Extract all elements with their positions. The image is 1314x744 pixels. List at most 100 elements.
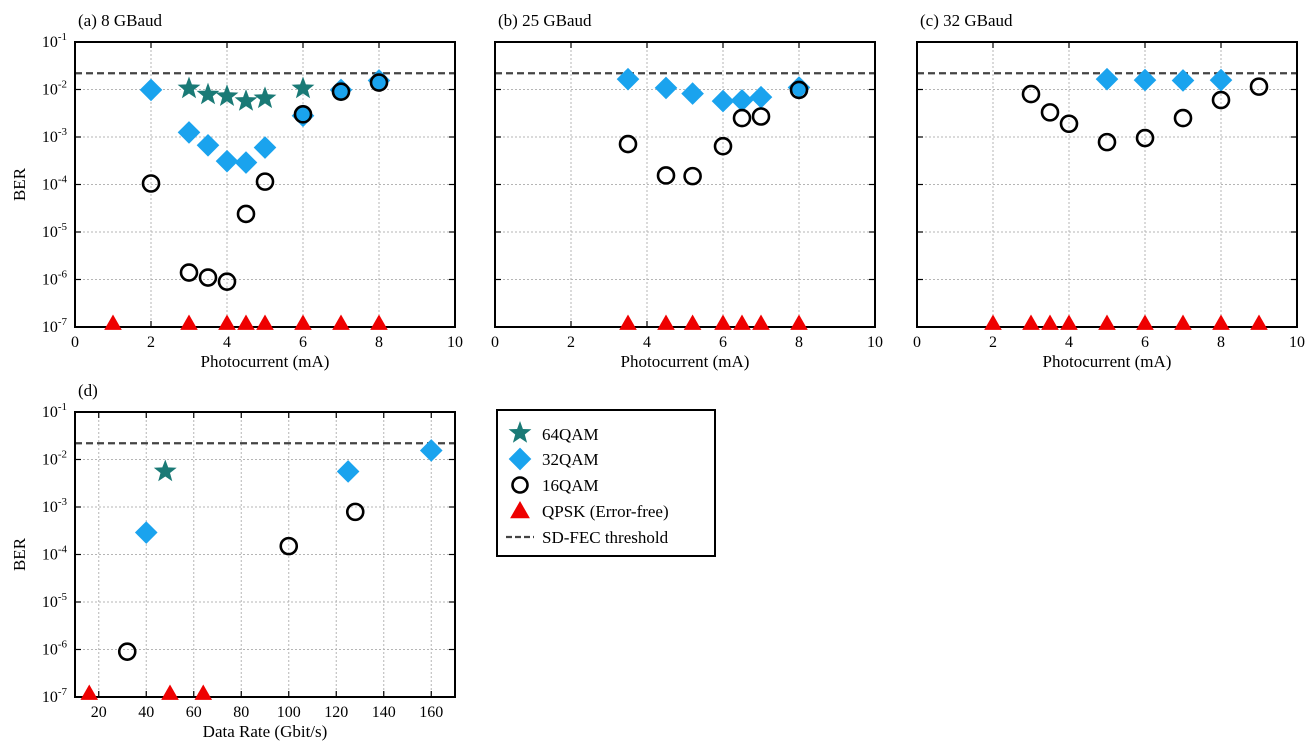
point-16qam bbox=[1135, 128, 1155, 148]
point-16qam bbox=[1249, 77, 1269, 96]
y-tick-label: 10-6 bbox=[42, 639, 68, 659]
point-16qam bbox=[1211, 90, 1231, 110]
point-16qam bbox=[1059, 114, 1079, 134]
point-qpsk bbox=[1041, 314, 1059, 330]
y-tick-label: 10-7 bbox=[42, 686, 68, 706]
y-tick-label: 10-5 bbox=[42, 221, 68, 241]
point-16qam bbox=[713, 136, 733, 156]
point-qpsk bbox=[180, 314, 198, 330]
point-16qam bbox=[198, 268, 218, 287]
y-tick-label: 10-1 bbox=[42, 401, 67, 421]
x-tick-label: 160 bbox=[419, 704, 443, 721]
point-qpsk bbox=[1022, 314, 1040, 330]
point-32qam bbox=[419, 439, 443, 462]
point-qpsk bbox=[1060, 314, 1078, 330]
point-64qam bbox=[234, 89, 258, 111]
x-tick-label: 4 bbox=[223, 334, 231, 351]
point-32qam bbox=[730, 89, 754, 112]
point-32qam bbox=[1133, 68, 1157, 92]
point-32qam bbox=[139, 78, 163, 102]
x-tick-label: 100 bbox=[277, 704, 301, 721]
x-tick-label: 2 bbox=[147, 334, 155, 351]
point-qpsk bbox=[619, 314, 637, 330]
x-tick-label: 4 bbox=[643, 334, 651, 351]
point-32qam bbox=[787, 76, 811, 99]
point-qpsk bbox=[332, 314, 350, 330]
series-qpsk-error-free bbox=[80, 684, 213, 700]
point-qpsk bbox=[218, 314, 236, 330]
x-tick-label: 8 bbox=[1217, 334, 1225, 351]
y-tick-label: 10-4 bbox=[42, 544, 68, 564]
point-32qam bbox=[336, 460, 360, 483]
x-tick-label: 0 bbox=[491, 334, 499, 351]
panel-3: 0 2 4 6 8 10 (c) 32 GBaud Photocurrent (mA) bbox=[913, 11, 1305, 371]
point-64qam bbox=[215, 84, 239, 106]
point-qpsk bbox=[984, 314, 1002, 330]
x-tick-label: 40 bbox=[138, 704, 154, 721]
point-16qam bbox=[217, 272, 237, 291]
point-32qam bbox=[654, 76, 678, 100]
series-qpsk-error-free bbox=[104, 314, 388, 330]
point-16qam bbox=[255, 172, 275, 191]
point-qpsk bbox=[657, 314, 675, 330]
plot-frame bbox=[74, 411, 456, 698]
x-tick-label: 60 bbox=[186, 704, 202, 721]
y-tick-label: 10-2 bbox=[42, 449, 67, 469]
point-qpsk bbox=[370, 314, 388, 330]
point-qpsk bbox=[256, 314, 274, 330]
legend-64qam-label: 64QAM bbox=[542, 425, 599, 444]
series-16qam bbox=[141, 73, 389, 291]
x-tick-label: 10 bbox=[447, 334, 463, 351]
x-tick-label: 0 bbox=[913, 334, 921, 351]
y-tick-label: 10-1 bbox=[42, 31, 67, 51]
point-32qam bbox=[1171, 69, 1195, 92]
point-16qam bbox=[369, 73, 389, 92]
x-tick-label: 6 bbox=[719, 334, 727, 351]
series-16qam bbox=[618, 80, 809, 186]
series-64qam bbox=[177, 76, 315, 111]
x-tick-label: 2 bbox=[567, 334, 575, 351]
point-16qam bbox=[179, 263, 199, 282]
y-tick-label: 10-7 bbox=[42, 316, 68, 336]
x-tick-label: 140 bbox=[372, 704, 396, 721]
panel-title: (c) 32 GBaud bbox=[920, 11, 1013, 30]
point-16qam bbox=[279, 536, 299, 556]
point-16qam bbox=[1040, 103, 1060, 122]
point-64qam bbox=[196, 82, 220, 105]
point-64qam bbox=[153, 459, 177, 482]
legend-16qam-marker bbox=[511, 476, 529, 494]
x-tick-label: 6 bbox=[1141, 334, 1149, 351]
y-axis-label: BER bbox=[10, 167, 29, 201]
series-qpsk-error-free bbox=[984, 314, 1268, 330]
point-64qam bbox=[177, 76, 201, 99]
point-32qam bbox=[711, 89, 735, 113]
point-64qam bbox=[253, 86, 277, 109]
point-qpsk bbox=[790, 314, 808, 330]
point-16qam bbox=[345, 502, 365, 522]
x-tick-label: 80 bbox=[233, 704, 249, 721]
y-tick-label: 10-2 bbox=[42, 79, 67, 99]
point-16qam bbox=[236, 204, 256, 224]
legend: 64QAM 32QAM 16QAM QPSK (Error-free) SD-F… bbox=[496, 409, 716, 557]
legend-qpsk-marker bbox=[510, 500, 530, 519]
point-32qam bbox=[1095, 67, 1119, 91]
point-qpsk bbox=[1098, 314, 1116, 330]
x-tick-label: 8 bbox=[375, 334, 383, 351]
panel-2: 0 2 4 6 8 10 (b) 25 GBaud Photocurrent (mA) bbox=[491, 11, 883, 371]
legend-16qam-label: 16QAM bbox=[542, 476, 599, 495]
point-16qam bbox=[141, 174, 161, 193]
point-qpsk bbox=[1136, 314, 1154, 330]
series-16qam bbox=[117, 502, 365, 661]
series-32qam bbox=[1095, 67, 1233, 92]
panel-4: 20 40 60 80 100 120 140 160 10-7 10-6 10-5 10-4 10-3… bbox=[10, 381, 456, 741]
point-qpsk bbox=[161, 684, 179, 700]
point-32qam bbox=[616, 67, 640, 91]
y-tick-label: 10-4 bbox=[42, 174, 68, 194]
series-32qam bbox=[616, 67, 811, 113]
legend-fec-label: SD-FEC threshold bbox=[542, 528, 669, 547]
x-axis-label: Data Rate (Gbit/s) bbox=[203, 722, 328, 741]
point-qpsk bbox=[237, 314, 255, 330]
point-16qam bbox=[1021, 84, 1041, 104]
series-64qam bbox=[153, 459, 177, 482]
point-32qam bbox=[681, 82, 704, 105]
